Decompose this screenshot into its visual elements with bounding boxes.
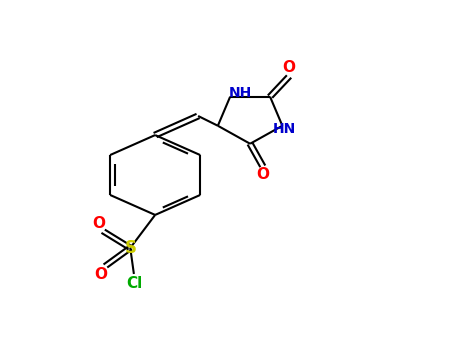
Text: O: O	[283, 60, 296, 75]
Text: O: O	[92, 216, 105, 231]
Text: O: O	[94, 267, 107, 282]
Text: O: O	[256, 168, 269, 182]
Text: HN: HN	[273, 121, 296, 135]
Text: S: S	[124, 239, 136, 257]
Text: NH: NH	[228, 86, 252, 100]
Text: Cl: Cl	[126, 276, 143, 291]
